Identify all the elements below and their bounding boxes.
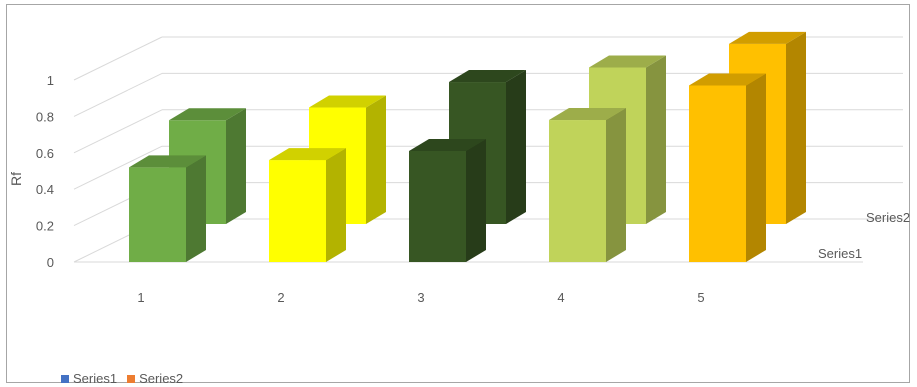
bars [129, 31, 806, 263]
x-tick-label: 4 [557, 290, 564, 305]
bar-side [646, 55, 666, 225]
legend-label: Series1 [73, 371, 118, 386]
legend-entry-2: Series2 [127, 371, 183, 386]
bar-top [689, 73, 766, 86]
bar-side [226, 108, 246, 224]
legend: Series1 Series2 [61, 371, 183, 386]
x-tick-labels: 1 2 3 4 5 [137, 290, 704, 305]
gridline-side [73, 36, 163, 81]
legend-swatch [127, 374, 136, 383]
x-tick-label: 5 [697, 290, 704, 305]
bar-series1 [269, 148, 346, 262]
bar-side [186, 155, 206, 262]
bar-side [506, 70, 526, 224]
bar-series1 [689, 73, 766, 263]
bar-face [269, 160, 326, 262]
bar-top [169, 108, 246, 121]
y-tick-label: 0.8 [36, 109, 54, 124]
y-tick-label: 0 [47, 255, 54, 270]
bar-top [129, 155, 206, 168]
legend-label: Series2 [139, 371, 184, 386]
bar-side [786, 31, 806, 224]
bar-top [589, 55, 666, 68]
bar-side [746, 73, 766, 263]
y-tick-label: 0.4 [36, 182, 54, 197]
gridline-side [73, 72, 163, 117]
bar-top [729, 31, 806, 44]
bar-side [606, 108, 626, 262]
bar-face [689, 85, 746, 263]
bar-top [269, 148, 346, 161]
y-tick-label: 0.6 [36, 146, 54, 161]
y-tick-labels: 0 0.2 0.4 0.6 0.8 1 [36, 73, 54, 270]
y-tick-label: 1 [47, 73, 54, 88]
depth-label-series2: Series2 [866, 210, 910, 225]
depth-axis-labels: Series1 Series2 [818, 210, 910, 261]
bar-top [549, 108, 626, 121]
x-tick-label: 2 [277, 290, 284, 305]
x-tick-label: 3 [417, 290, 424, 305]
gridline-side [73, 145, 163, 190]
bar-side [466, 138, 486, 262]
bar-series1 [549, 108, 626, 262]
x-tick-label: 1 [137, 290, 144, 305]
bar-side [366, 95, 386, 225]
bar-side [326, 148, 346, 262]
chart-plot: 0 0.2 0.4 0.6 0.8 1 Rf 1 2 3 4 5 Series1 Series2 [8, 31, 910, 305]
bar-face [549, 120, 606, 262]
gridline-side [73, 109, 163, 154]
y-axis-title: Rf [8, 172, 24, 186]
legend-entry-1: Series1 [61, 371, 117, 386]
bar-top [309, 95, 386, 108]
y-tick-label: 0.2 [36, 219, 54, 234]
bar-series1 [129, 155, 206, 262]
bar-top [449, 70, 526, 83]
bar-top [409, 138, 486, 151]
legend-swatch [61, 374, 69, 383]
depth-label-series1: Series1 [818, 246, 862, 261]
chart-frame: 0 0.2 0.4 0.6 0.8 1 Rf 1 2 3 4 5 Series1 Series2 S… [6, 4, 910, 386]
bar-face [129, 167, 186, 262]
bar-face [409, 150, 466, 262]
bar-series1 [409, 138, 486, 262]
